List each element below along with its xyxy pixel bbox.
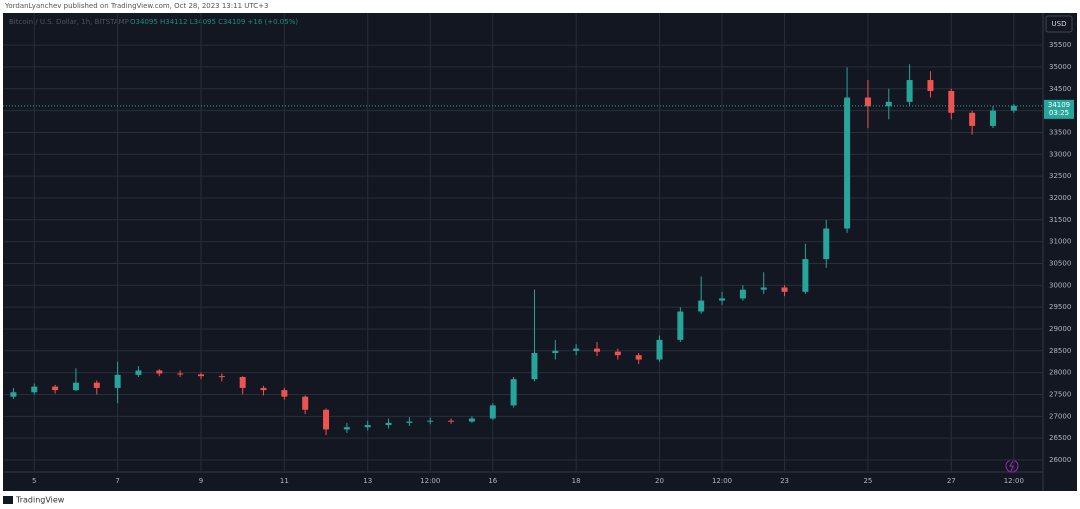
candle-body [948, 90, 955, 113]
candle-body [260, 387, 267, 391]
footer-logo: TradingView [15, 496, 65, 505]
candle-body [552, 350, 559, 353]
candle-body [864, 97, 871, 107]
last-price: 34109 [1048, 101, 1070, 109]
y-tick-label: 33500 [1049, 128, 1071, 136]
x-tick-label: 20 [655, 477, 664, 485]
y-tick-label: 29500 [1049, 303, 1071, 311]
y-tick-label: 28500 [1049, 347, 1071, 355]
candle-body [114, 374, 121, 388]
y-tick-label: 29000 [1049, 325, 1071, 333]
candle-body [10, 392, 17, 397]
candle-body [197, 374, 204, 377]
candle-body [468, 418, 475, 422]
ohlc-legend: O34095 H34112 L34095 C34109 +16 (+0.05%) [130, 18, 298, 26]
x-tick-label: 12:00 [420, 477, 440, 485]
y-tick-label: 33000 [1049, 150, 1071, 158]
x-tick-label: 13 [363, 477, 372, 485]
x-tick-label: 11 [280, 477, 289, 485]
logo-mark [3, 496, 13, 504]
candle-body [239, 377, 246, 388]
candle-body [760, 287, 767, 290]
candle-body [93, 382, 100, 388]
y-tick-label: 34500 [1049, 85, 1071, 93]
candle-body [510, 379, 517, 406]
x-tick-label: 5 [32, 477, 36, 485]
y-tick-label: 35000 [1049, 63, 1071, 71]
alert-bolt [1009, 460, 1014, 472]
candle-body [72, 382, 79, 391]
x-tick-label: 27 [947, 477, 956, 485]
x-tick-label: 7 [115, 477, 119, 485]
candle-body [635, 355, 642, 360]
candle-body [385, 422, 392, 426]
candle-body [343, 427, 350, 430]
y-tick-label: 30500 [1049, 259, 1071, 267]
y-tick-label: 35500 [1049, 41, 1071, 49]
y-tick-label: 31500 [1049, 216, 1071, 224]
chart-background [3, 13, 1077, 491]
candle-body [218, 376, 225, 378]
x-tick-label: 12:00 [1004, 477, 1024, 485]
y-tick-label: 31000 [1049, 238, 1071, 246]
y-tick-label: 27000 [1049, 412, 1071, 420]
y-tick-label: 26000 [1049, 456, 1071, 464]
chart-title: Bitcoin / U.S. Dollar, 1h, BITSTAMP [9, 18, 129, 26]
y-tick-label: 26500 [1049, 434, 1071, 442]
candle-body [302, 396, 309, 410]
candle-body [448, 420, 455, 422]
candle-body [531, 352, 538, 380]
y-tick-label: 32000 [1049, 194, 1071, 202]
candle-body [677, 311, 684, 340]
last-price-box [1044, 99, 1074, 119]
candle-body [927, 80, 934, 91]
countdown: 03:25 [1049, 109, 1069, 117]
candle-body [656, 339, 663, 360]
candle-body [739, 289, 746, 299]
candle-body [885, 101, 892, 107]
x-tick-label: 12:00 [712, 477, 732, 485]
candle-body [489, 405, 496, 419]
x-tick-label: 16 [488, 477, 497, 485]
candle-body [156, 370, 163, 374]
candle-body [31, 386, 38, 393]
x-tick-label: 25 [863, 477, 872, 485]
candle-body [52, 386, 59, 391]
y-tick-label: 27500 [1049, 390, 1071, 398]
candle-body [593, 348, 600, 352]
x-tick-label: 23 [780, 477, 789, 485]
currency: USD [1052, 20, 1067, 28]
candle-body [802, 259, 809, 292]
candle-body [989, 110, 996, 126]
candle-body [969, 112, 976, 126]
candle-body [427, 420, 434, 422]
candle-body [719, 298, 726, 301]
currency-box [1045, 15, 1073, 33]
y-tick-label: 32500 [1049, 172, 1071, 180]
header: YordanLyanchev published on TradingView.… [4, 2, 268, 10]
candle-body [781, 287, 788, 292]
candle-body [177, 373, 184, 375]
plot: 26000 26500 27000 27500 28000 28500 29000 29500… [3, 13, 1074, 485]
candle-body [573, 348, 580, 351]
candle-body [281, 390, 288, 397]
candle-body [323, 409, 330, 430]
candle-body [135, 370, 142, 375]
y-tick-label: 30000 [1049, 281, 1071, 289]
candle-body [823, 228, 830, 260]
candle-body [1010, 105, 1017, 111]
candle-body [614, 351, 621, 356]
x-tick-label: 18 [572, 477, 581, 485]
x-tick-label: 9 [199, 477, 203, 485]
y-tick-label: 28000 [1049, 369, 1071, 377]
candle-body [364, 425, 371, 428]
candle-body [698, 300, 705, 312]
candle-body [844, 97, 851, 229]
candle-body [406, 421, 413, 423]
candle-body [906, 80, 913, 102]
